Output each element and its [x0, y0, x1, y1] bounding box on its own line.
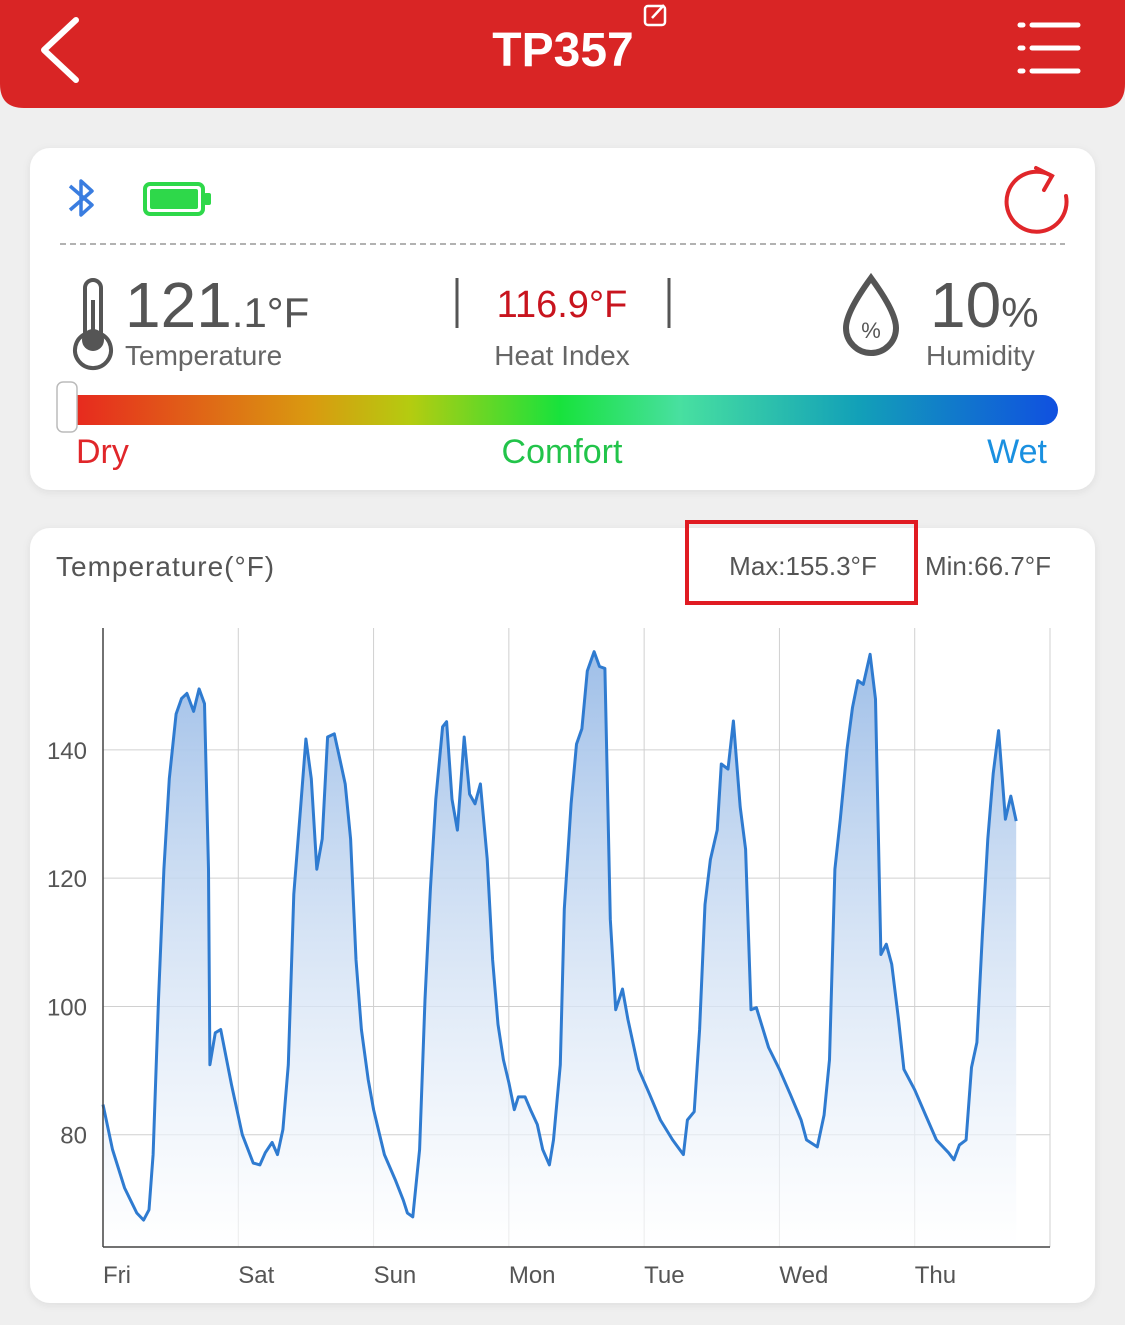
- chart-title: Temperature(°F): [56, 551, 275, 582]
- y-tick-label: 140: [47, 738, 87, 765]
- x-tick-label: Mon: [509, 1262, 556, 1289]
- temperature-line: [101, 650, 1018, 1222]
- scale-comfort: Comfort: [502, 433, 623, 471]
- x-tick-label: Thu: [915, 1262, 956, 1289]
- x-tick-label: Sat: [238, 1262, 274, 1289]
- y-tick-label: 100: [47, 994, 87, 1021]
- humidity-value: 10%: [930, 269, 1039, 341]
- area-fill: [103, 651, 1017, 1247]
- x-tick-label: Tue: [644, 1262, 684, 1289]
- menu-button[interactable]: [1017, 22, 1081, 74]
- device-title: TP357: [492, 24, 633, 77]
- heat-index-value: 116.9°F: [497, 284, 628, 326]
- max-label: Max:155.3°F: [729, 551, 877, 581]
- plot: 80 100 120 140 Fri Sat Sun Mon Tue Wed Thu: [47, 628, 1051, 1289]
- humidity-label: Humidity: [926, 340, 1035, 371]
- x-tick-label: Sun: [374, 1262, 417, 1289]
- bluetooth-icon: [68, 179, 94, 217]
- y-tick-label: 120: [47, 866, 87, 893]
- edit-icon[interactable]: [643, 4, 667, 27]
- x-tick-label: Wed: [779, 1262, 828, 1289]
- y-tick-label: 80: [60, 1123, 87, 1150]
- back-button[interactable]: [41, 17, 79, 83]
- scale-dry: Dry: [76, 433, 129, 471]
- humidity-icon: [842, 272, 900, 356]
- battery-icon: [143, 182, 211, 216]
- temperature-value: 121.1°F: [125, 269, 309, 341]
- thermometer-icon: [73, 278, 113, 371]
- min-label: Min:66.7°F: [925, 551, 1051, 581]
- comfort-bar: [62, 395, 1058, 425]
- scale-wet: Wet: [987, 433, 1047, 471]
- temperature-label: Temperature: [125, 340, 282, 371]
- comfort-slider: [56, 381, 78, 433]
- refresh-button[interactable]: [1004, 166, 1069, 234]
- header-bar: [0, 0, 1125, 108]
- heat-index-label: Heat Index: [494, 340, 629, 371]
- humidity-icon-text: %: [861, 318, 881, 343]
- highlight-box: [685, 520, 918, 605]
- x-tick-label: Fri: [103, 1262, 131, 1289]
